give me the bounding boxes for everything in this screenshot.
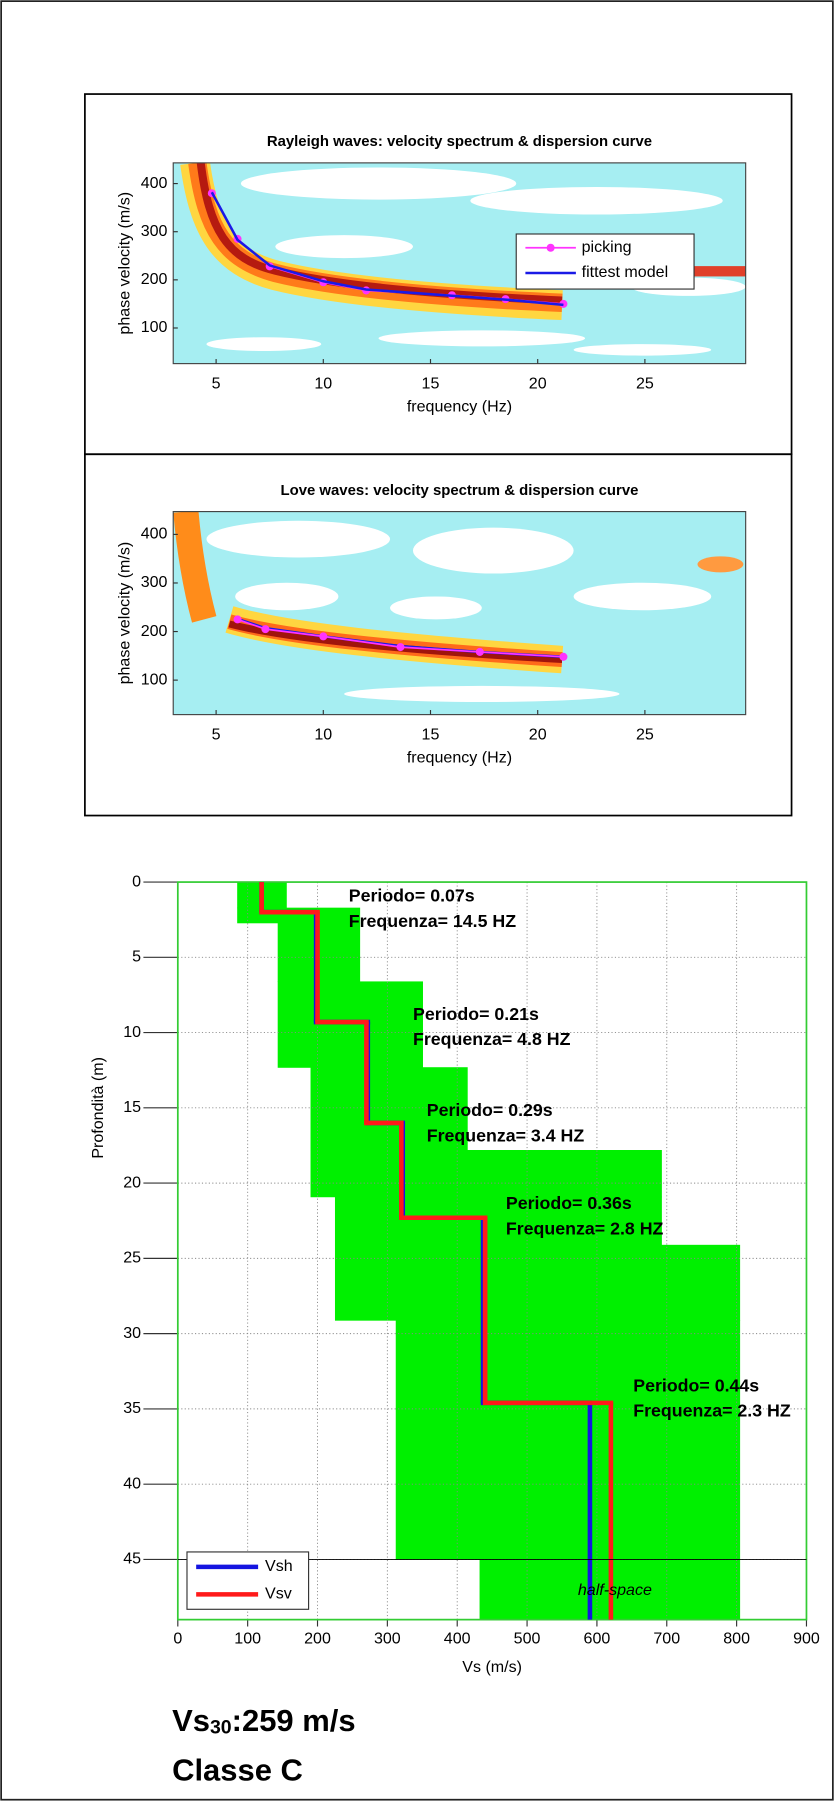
x-axis-label: frequency (Hz) (407, 748, 512, 766)
x-tick-label: 15 (422, 374, 440, 392)
y-tick-label: 5 (132, 948, 141, 966)
y-tick-label: 300 (141, 222, 168, 240)
annotation: Frequenza= 3.4 HZ (427, 1125, 585, 1145)
annotation: Periodo= 0.29s (427, 1100, 553, 1120)
x-tick-label: 600 (584, 1629, 611, 1647)
x-tick-label: 200 (304, 1629, 331, 1647)
y-axis-label: Profondità (m) (89, 1057, 107, 1159)
x-tick-label: 10 (314, 725, 332, 743)
picking-point (559, 652, 568, 661)
half-space-label: half-space (578, 1581, 652, 1599)
legend-marker (546, 243, 555, 252)
x-tick-label: 20 (529, 374, 547, 392)
x-tick-label: 15 (422, 725, 440, 743)
panel-box (84, 453, 793, 817)
y-tick-label: 10 (123, 1023, 141, 1041)
legend-label: Vsh (265, 1557, 293, 1575)
y-tick-label: 0 (132, 872, 141, 890)
x-tick-label: 300 (374, 1629, 401, 1647)
search-range (395, 1320, 741, 1560)
annotation: Periodo= 0.36s (506, 1193, 632, 1213)
x-axis-label: Vs (m/s) (462, 1658, 522, 1676)
annotation: Periodo= 0.21s (413, 1004, 539, 1024)
x-tick-label: 10 (314, 374, 332, 392)
y-tick-label: 300 (141, 573, 168, 591)
legend-label: Vsv (265, 1585, 292, 1603)
x-tick-label: 900 (793, 1629, 820, 1647)
y-tick-label: 200 (141, 270, 168, 288)
spectrum-image (173, 511, 746, 715)
picking-point (475, 647, 484, 656)
x-tick-label: 5 (212, 725, 221, 743)
x-tick-label: 5 (212, 374, 221, 392)
y-axis-label: phase velocity (m/s) (115, 542, 133, 685)
vs-prefix: Vs (172, 1703, 210, 1738)
annotation: Periodo= 0.44s (633, 1375, 759, 1395)
picking-point (261, 625, 270, 634)
annotation: Frequenza= 2.8 HZ (506, 1218, 664, 1238)
y-tick-label: 100 (141, 670, 168, 688)
legend-box (515, 233, 695, 290)
x-tick-label: 0 (173, 1629, 182, 1647)
y-tick-label: 30 (123, 1324, 141, 1342)
legend-label: fittest model (582, 263, 669, 281)
y-tick-label: 45 (123, 1550, 141, 1568)
vs30-summary: Vs30:259 m/s (172, 1703, 356, 1739)
x-tick-label: 400 (444, 1629, 471, 1647)
search-range (310, 1149, 662, 1198)
x-tick-label: 25 (636, 374, 654, 392)
soil-class: Classe C (172, 1752, 303, 1787)
search-range (310, 1067, 468, 1151)
plot-border (172, 511, 747, 716)
chart-title: Love waves: velocity spectrum & dispersi… (280, 483, 638, 499)
y-tick-label: 200 (141, 622, 168, 640)
x-tick-label: 25 (636, 725, 654, 743)
legend-label: picking (582, 238, 632, 256)
x-tick-label: 100 (234, 1629, 261, 1647)
annotation: Frequenza= 4.8 HZ (413, 1029, 571, 1049)
y-tick-label: 25 (123, 1249, 141, 1267)
plot-border (172, 162, 747, 365)
y-tick-label: 400 (141, 174, 168, 192)
y-tick-label: 20 (123, 1173, 141, 1191)
picking-point (319, 632, 328, 641)
chart-title: Rayleigh waves: velocity spectrum & disp… (267, 134, 652, 150)
dispersion-line (237, 618, 564, 658)
search-range (277, 981, 423, 1068)
y-tick-label: 100 (141, 318, 168, 336)
annotation: Frequenza= 14.5 HZ (349, 911, 517, 931)
vs-subscript: 30 (210, 1717, 232, 1739)
plot-border (176, 881, 808, 1621)
x-axis-label: frequency (Hz) (407, 397, 512, 415)
search-range (334, 1196, 662, 1246)
legend-box (186, 1551, 310, 1610)
x-tick-label: 700 (653, 1629, 680, 1647)
picking-point (233, 615, 242, 624)
annotation: Frequenza= 2.3 HZ (633, 1401, 791, 1421)
x-tick-label: 20 (529, 725, 547, 743)
y-tick-label: 35 (123, 1399, 141, 1417)
x-tick-label: 800 (723, 1629, 750, 1647)
picking-point (396, 643, 405, 652)
annotation: Periodo= 0.07s (349, 886, 475, 906)
y-tick-label: 15 (123, 1098, 141, 1116)
x-tick-label: 500 (514, 1629, 541, 1647)
y-axis-label: phase velocity (m/s) (115, 192, 133, 335)
y-tick-label: 400 (141, 525, 168, 543)
search-range (334, 1244, 741, 1321)
vs-value: :259 m/s (232, 1703, 356, 1738)
dispersion-line (210, 191, 564, 307)
y-tick-label: 40 (123, 1474, 141, 1492)
